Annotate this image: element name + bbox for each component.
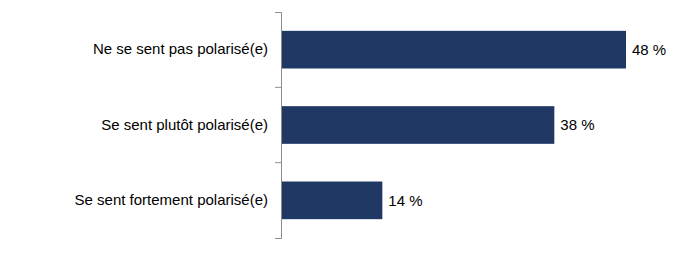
data-labels: 48 % 38 % 14 % (388, 41, 666, 209)
bar (282, 31, 626, 69)
category-separator (275, 87, 281, 88)
category-label: Ne se sent pas polarisé(e) (93, 40, 268, 57)
bars (282, 31, 626, 219)
bar (282, 182, 382, 220)
category-separator (275, 162, 281, 163)
chart: Ne se sent pas polarisé(e) Se sent plutôt… (0, 0, 700, 271)
tick: Ne se sent pas polarisé(e) (93, 40, 281, 57)
category-label: Se sent plutôt polarisé(e) (101, 116, 268, 133)
data-label: 38 % (560, 116, 594, 133)
bar (282, 106, 554, 144)
category-axis: Ne se sent pas polarisé(e) Se sent plutôt… (75, 13, 282, 239)
tick: Se sent fortement polarisé(e) (75, 191, 281, 208)
category-label: Se sent fortement polarisé(e) (75, 191, 268, 208)
data-label: 14 % (388, 192, 422, 209)
tick: Se sent plutôt polarisé(e) (101, 116, 281, 133)
axis-line (275, 13, 282, 239)
data-label: 48 % (632, 41, 666, 58)
